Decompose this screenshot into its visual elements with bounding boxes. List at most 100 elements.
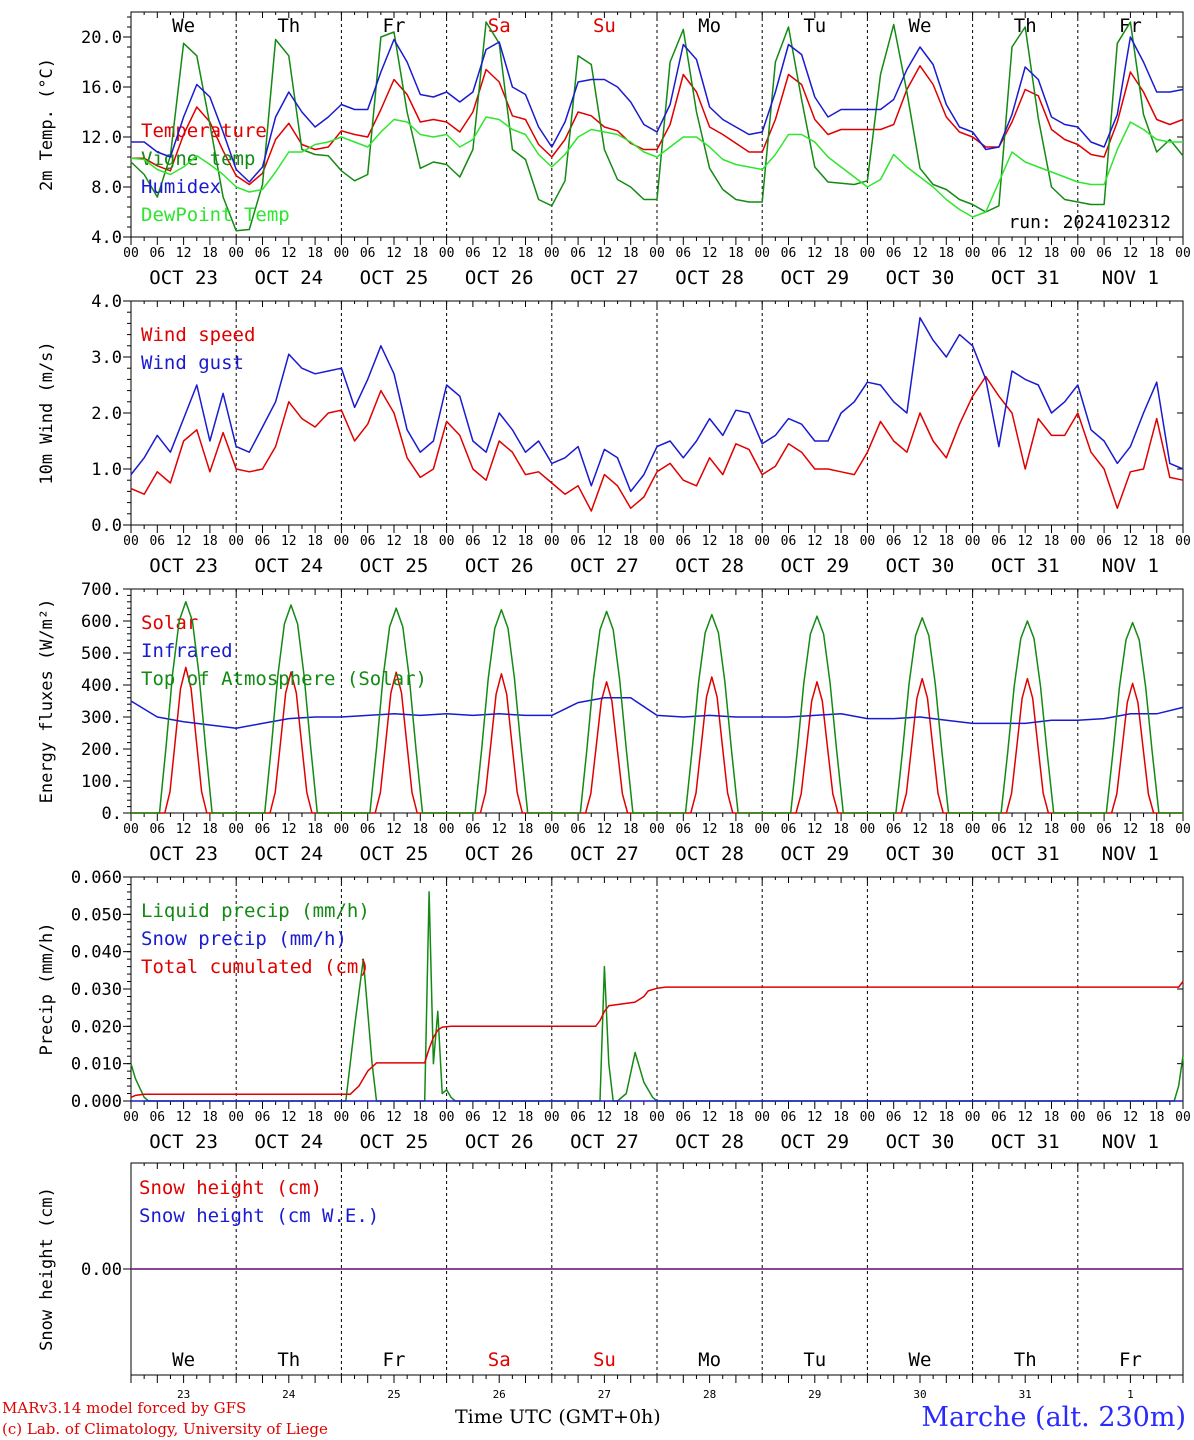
date-label: OCT 28 [675,1131,744,1153]
hour-tick-label: 12 [386,822,402,837]
hour-tick-label: 06 [675,1110,691,1125]
hour-tick-label: 12 [1123,822,1139,837]
hour-tick-label: 12 [281,534,297,549]
hour-tick-label: 06 [149,822,165,837]
y-axis-label: Energy fluxes (W/m²) [37,599,57,804]
date-label: OCT 30 [886,267,955,289]
hour-tick-label: 00 [334,534,350,549]
hour-tick-label: 00 [649,822,665,837]
weekday-label: Fr [383,1349,406,1371]
plot-frame-1 [130,300,1184,526]
legend-label: Wind speed [141,324,255,346]
hour-tick-label: 12 [912,1110,928,1125]
hour-tick-label: 18 [307,822,323,837]
date-label: OCT 29 [780,843,849,865]
weekday-label: Sa [488,1349,511,1371]
weekday-label: Mo [698,15,721,37]
hour-tick-label: 12 [1017,822,1033,837]
hour-tick-label: 18 [833,1110,849,1125]
hour-tick-label: 06 [991,246,1007,261]
hour-tick-label: 06 [886,822,902,837]
hour-tick-label: 06 [991,534,1007,549]
date-label: OCT 23 [149,267,218,289]
day-number-label: 27 [598,1388,611,1401]
series-line-darkgreen [130,891,1184,1102]
y-tick-label: 12.0 [81,128,122,148]
date-label: OCT 31 [991,1131,1060,1153]
series-line-darkgreen [130,21,1184,232]
hour-tick-label: 00 [860,246,876,261]
date-label: OCT 26 [465,1131,534,1153]
hour-tick-label: 00 [860,822,876,837]
hour-tick-label: 06 [781,1110,797,1125]
weekday-label: We [909,1349,932,1371]
hour-tick-label: 18 [1044,1110,1060,1125]
hour-tick-label: 18 [202,534,218,549]
hour-tick-label: 12 [807,246,823,261]
model-credit-line: MARv3.14 model forced by GFS [2,1399,247,1417]
hour-tick-label: 00 [439,822,455,837]
hour-tick-label: 18 [518,534,534,549]
date-label: NOV 1 [1102,843,1159,865]
hour-tick-label: 18 [1044,246,1060,261]
hour-tick-label: 06 [1096,534,1112,549]
hour-tick-label: 06 [781,822,797,837]
hour-tick-label: 00 [439,1110,455,1125]
hour-tick-label: 06 [149,1110,165,1125]
weekday-label: Fr [1119,1349,1142,1371]
hour-tick-label: 00 [860,534,876,549]
hour-tick-label: 18 [728,822,744,837]
hour-tick-label: 12 [597,822,613,837]
hour-tick-label: 12 [1017,246,1033,261]
hour-tick-label: 00 [754,1110,770,1125]
hour-tick-label: 00 [754,822,770,837]
hour-tick-label: 18 [518,822,534,837]
weekday-label: Su [593,15,616,37]
hour-tick-label: 12 [807,534,823,549]
series-line-red [130,375,1184,512]
hour-tick-label: 06 [465,822,481,837]
hour-tick-label: 18 [623,822,639,837]
legend-label: Temperature [141,120,267,142]
hour-tick-label: 00 [754,246,770,261]
hour-tick-label: 00 [334,822,350,837]
y-tick-label: 8.0 [91,178,122,198]
weekday-label: We [172,1349,195,1371]
hour-tick-label: 18 [202,1110,218,1125]
hour-tick-label: 06 [149,534,165,549]
date-label: OCT 24 [254,555,323,577]
y-tick-label: 0.000 [71,1092,122,1112]
series-line-blue [130,697,1184,729]
hour-tick-label: 06 [991,1110,1007,1125]
hour-tick-label: 06 [465,534,481,549]
day-number-label: 1 [1127,1388,1134,1401]
hour-tick-label: 12 [1123,534,1139,549]
date-label: OCT 28 [675,843,744,865]
y-tick-label: 1.0 [91,460,122,480]
hour-tick-label: 06 [1096,822,1112,837]
date-label: OCT 27 [570,267,639,289]
hour-tick-label: 00 [334,1110,350,1125]
hour-tick-label: 06 [886,534,902,549]
series-line-lightgreen [130,116,1183,218]
date-label: OCT 28 [675,267,744,289]
y-tick-label: 2.0 [91,404,122,424]
weekday-label: We [909,15,932,37]
hour-tick-label: 00 [649,534,665,549]
hour-tick-label: 06 [675,246,691,261]
legend-label: Solar [141,612,198,634]
y-tick-label: 300. [81,708,122,728]
date-label: OCT 25 [360,1131,429,1153]
hour-tick-label: 00 [228,246,244,261]
hour-tick-label: 00 [965,822,981,837]
date-label: OCT 26 [465,267,534,289]
hour-tick-label: 06 [360,246,376,261]
hour-tick-label: 06 [991,822,1007,837]
hour-tick-label: 18 [728,534,744,549]
hour-tick-label: 12 [386,246,402,261]
hour-tick-label: 18 [938,246,954,261]
y-axis-label: Precip (mm/h) [37,922,57,1055]
lab-credit-line: (c) Lab. of Climatology, University of L… [2,1420,328,1438]
hour-tick-label: 06 [465,1110,481,1125]
hour-tick-label: 06 [255,822,271,837]
